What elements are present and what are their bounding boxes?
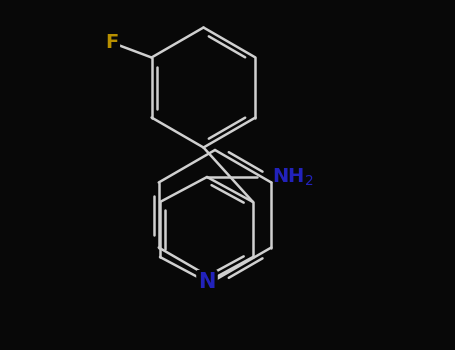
Text: N: N xyxy=(198,272,216,292)
Text: F: F xyxy=(105,33,118,52)
Text: NH$_2$: NH$_2$ xyxy=(272,166,313,188)
